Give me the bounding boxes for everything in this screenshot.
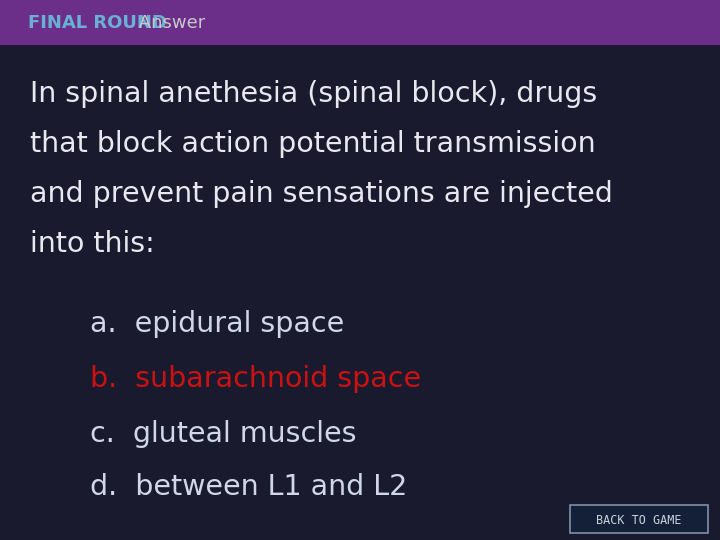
FancyBboxPatch shape — [0, 0, 720, 45]
Text: d.  between L1 and L2: d. between L1 and L2 — [90, 473, 408, 501]
Text: In spinal anethesia (spinal block), drugs: In spinal anethesia (spinal block), drug… — [30, 80, 598, 108]
Text: into this:: into this: — [30, 230, 155, 258]
Text: c.  gluteal muscles: c. gluteal muscles — [90, 420, 356, 448]
Text: FINAL ROUND: FINAL ROUND — [28, 14, 167, 31]
Text: Answer: Answer — [133, 14, 205, 31]
Text: b.  subarachnoid space: b. subarachnoid space — [90, 365, 421, 393]
Text: a.  epidural space: a. epidural space — [90, 310, 344, 338]
Text: BACK TO GAME: BACK TO GAME — [596, 514, 682, 526]
FancyBboxPatch shape — [570, 505, 708, 533]
Text: and prevent pain sensations are injected: and prevent pain sensations are injected — [30, 180, 613, 208]
Text: that block action potential transmission: that block action potential transmission — [30, 130, 595, 158]
